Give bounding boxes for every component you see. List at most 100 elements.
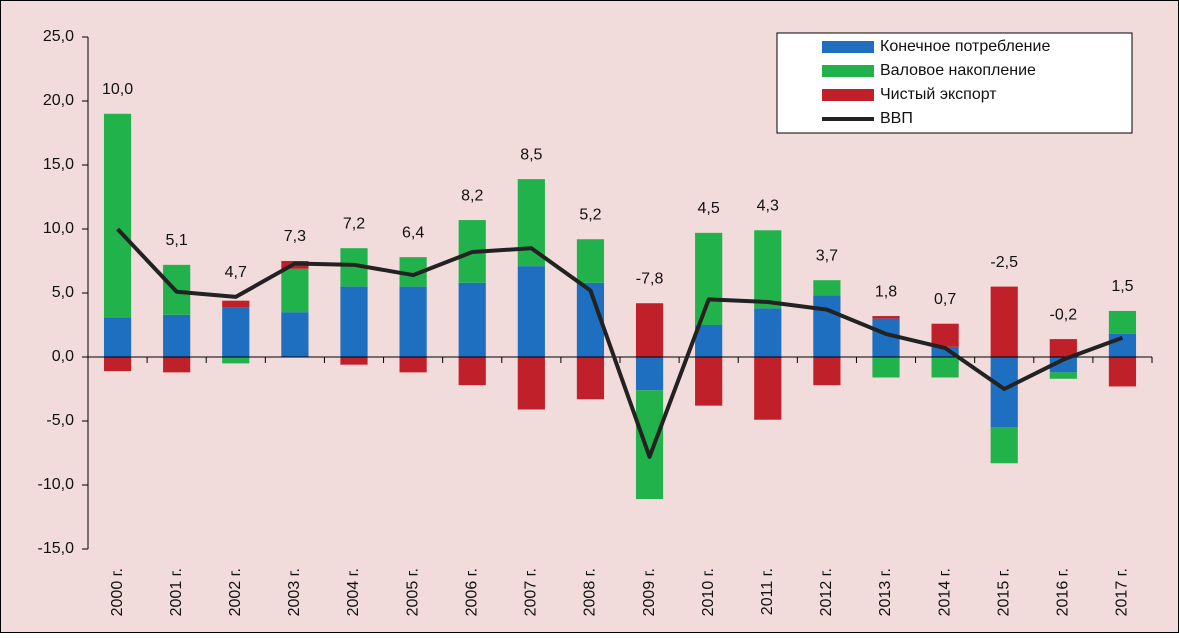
bar-segment — [931, 323, 959, 347]
bar-segment — [635, 357, 664, 391]
bar-segment — [222, 357, 250, 364]
y-tick-label: 5,0 — [52, 284, 74, 301]
data-label: 10,0 — [102, 81, 133, 98]
bar-segment — [399, 286, 427, 357]
data-label: 5,1 — [166, 232, 188, 249]
data-label: -0,2 — [1050, 306, 1078, 323]
data-label: 8,2 — [461, 187, 483, 204]
y-tick-label: -5,0 — [46, 412, 74, 429]
bar-segment — [754, 230, 782, 309]
x-tick-label: 2009 г. — [641, 568, 658, 616]
legend-label: ВВП — [880, 110, 913, 127]
x-tick-label: 2008 г. — [582, 568, 599, 616]
data-label: 4,7 — [225, 264, 247, 281]
data-label: 8,5 — [520, 146, 542, 163]
bar-segment — [931, 357, 959, 378]
bar-segment — [1108, 333, 1137, 357]
x-tick-label: 2010 г. — [700, 568, 717, 616]
bar-segment — [1049, 372, 1077, 379]
bar-segment — [281, 268, 309, 313]
bar-segment — [517, 357, 545, 410]
legend-label: Конечное потребление — [880, 38, 1050, 55]
x-tick-label: 2006 г. — [463, 568, 480, 616]
legend-swatch — [822, 41, 874, 53]
x-tick-label: 2017 г. — [1114, 568, 1131, 616]
legend-swatch — [822, 65, 874, 77]
data-label: 6,4 — [402, 224, 424, 241]
bar-segment — [517, 266, 545, 357]
x-tick-label: 2013 г. — [877, 568, 894, 616]
bar-segment — [635, 303, 664, 357]
y-tick-label: 0,0 — [52, 348, 74, 365]
legend-label: Валовое накопление — [880, 62, 1036, 79]
line — [116, 227, 1124, 459]
x-tick-label: 2007 г. — [523, 568, 540, 616]
bar-segment — [813, 357, 841, 386]
bar-segment — [872, 357, 900, 378]
x-tick-label: 2005 г. — [404, 568, 421, 616]
bar-segment — [931, 346, 959, 357]
bar-segment — [754, 357, 782, 420]
x-tick-label: 2001 г. — [168, 568, 185, 616]
data-label: 7,2 — [343, 215, 365, 232]
bar-segment — [458, 282, 486, 357]
x-tick-label: 2004 г. — [345, 568, 362, 616]
bar-segment — [222, 307, 250, 357]
data-label: 3,7 — [816, 247, 838, 264]
data-label: 1,8 — [875, 283, 897, 300]
bar-segment — [695, 325, 723, 357]
x-tick-label: 2014 г. — [936, 568, 953, 616]
bar-segment — [695, 232, 723, 325]
bar-segment — [1108, 310, 1137, 334]
bar-segment — [813, 295, 841, 357]
bar-segment — [163, 357, 191, 373]
legend-label: Чистый экспорт — [880, 86, 997, 103]
bar-segment — [517, 179, 545, 267]
y-tick-label: -10,0 — [38, 476, 75, 493]
bar-segment — [103, 113, 132, 318]
data-label: 7,3 — [284, 228, 306, 245]
bar-segment — [872, 316, 900, 319]
bar-segment — [576, 239, 605, 283]
y-tick-label: 10,0 — [43, 220, 74, 237]
legend-swatch — [822, 89, 874, 101]
bar-segment — [399, 357, 427, 373]
data-label: 0,7 — [934, 291, 956, 308]
bar-segment — [340, 357, 368, 365]
bar-segment — [163, 314, 191, 357]
x-tick-label: 2012 г. — [818, 568, 835, 616]
y-tick-label: 15,0 — [43, 156, 74, 173]
data-label: 4,3 — [757, 197, 779, 214]
bar-segment — [1108, 357, 1137, 387]
data-label: 4,5 — [698, 200, 720, 217]
bar-segment — [1049, 339, 1077, 357]
bar-segment — [990, 427, 1018, 464]
bar-segment — [695, 357, 723, 406]
x-tick-label: 2003 г. — [286, 568, 303, 616]
bar-segment — [813, 280, 841, 296]
x-tick-label: 2015 г. — [995, 568, 1012, 616]
x-tick-label: 2002 г. — [227, 568, 244, 616]
bar-segment — [340, 286, 368, 357]
bar-segment — [103, 317, 132, 357]
bar-segment — [990, 286, 1018, 357]
data-label: -7,8 — [636, 270, 664, 287]
bar-segment — [103, 357, 132, 372]
data-label: 1,5 — [1111, 278, 1133, 295]
x-tick-label: 2016 г. — [1055, 568, 1072, 616]
bar-segment — [576, 357, 605, 400]
bar-segment — [222, 300, 250, 308]
bar-segment — [281, 312, 309, 357]
data-label: 5,2 — [579, 206, 601, 223]
bar-segment — [990, 357, 1018, 428]
data-label: -2,5 — [990, 254, 1018, 271]
y-tick-label: 20,0 — [43, 92, 74, 109]
bar-segment — [458, 357, 486, 386]
x-tick-label: 2011 г. — [759, 568, 776, 615]
x-tick-label: 2000 г. — [109, 568, 126, 616]
y-tick-label: -15,0 — [38, 540, 75, 557]
y-tick-label: 25,0 — [43, 28, 74, 45]
bar-segment — [635, 390, 664, 500]
bar-segment — [754, 308, 782, 357]
